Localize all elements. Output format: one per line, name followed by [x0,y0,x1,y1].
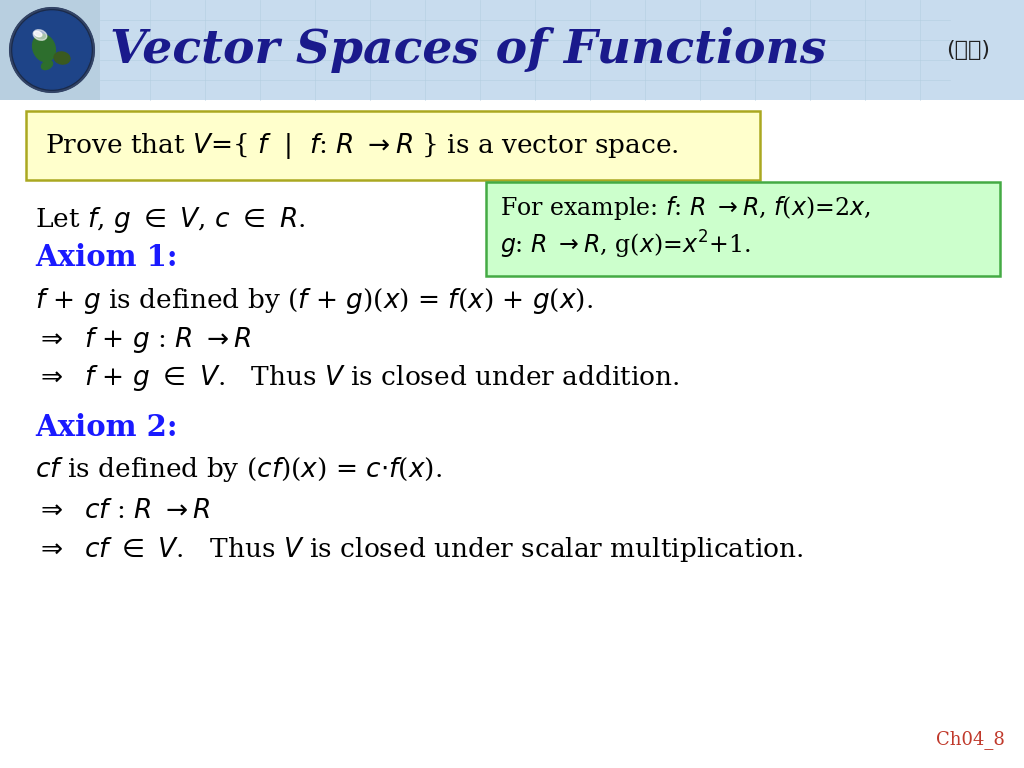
Text: $\Rightarrow$  $f$ + $g$ : $R$ $\rightarrow$$R$: $\Rightarrow$ $f$ + $g$ : $R$ $\rightarr… [35,325,252,355]
Circle shape [10,8,94,92]
Text: $cf$ is defined by ($cf$)($x$) = $c$$\cdot$$f$($x$).: $cf$ is defined by ($cf$)($x$) = $c$$\cd… [35,455,442,485]
FancyBboxPatch shape [26,111,760,180]
Ellipse shape [33,30,47,40]
Text: $g$: $R$ $\rightarrow$$R$, g($x$)=$x^2$+1.: $g$: $R$ $\rightarrow$$R$, g($x$)=$x^2$+… [500,229,751,261]
Polygon shape [100,0,1024,100]
Text: $\Rightarrow$  $cf$ $\in$ $V$.   Thus $V$ is closed under scalar multiplication.: $\Rightarrow$ $cf$ $\in$ $V$. Thus $V$ i… [35,535,804,564]
FancyBboxPatch shape [486,182,1000,276]
Text: Let $f$, $g$ $\in$ $V$, $c$ $\in$ $R$.: Let $f$, $g$ $\in$ $V$, $c$ $\in$ $R$. [35,205,305,235]
Text: For example: $f$: $R$ $\rightarrow$$R$, $f$($x$)=2$x$,: For example: $f$: $R$ $\rightarrow$$R$, … [500,194,870,222]
Text: Axiom 1:: Axiom 1: [35,243,177,273]
Text: Vector Spaces of Functions: Vector Spaces of Functions [110,27,826,73]
Text: (跳過): (跳過) [946,40,990,60]
Polygon shape [0,0,1024,100]
Text: $f$ + $g$ is defined by ($f$ + $g$)($x$) = $f$($x$) + $g$($x$).: $f$ + $g$ is defined by ($f$ + $g$)($x$)… [35,286,593,316]
Text: $\Rightarrow$  $f$ + $g$ $\in$ $V$.   Thus $V$ is closed under addition.: $\Rightarrow$ $f$ + $g$ $\in$ $V$. Thus … [35,363,680,393]
Text: Axiom 2:: Axiom 2: [35,413,177,442]
Ellipse shape [54,52,70,64]
Ellipse shape [41,61,52,70]
Text: $\Rightarrow$  $cf$ : $R$ $\rightarrow$$R$: $\Rightarrow$ $cf$ : $R$ $\rightarrow$$R… [35,498,211,522]
Circle shape [13,11,91,89]
Ellipse shape [33,35,55,61]
Text: Prove that $V$={ $f$  |  $f$: $R$ $\rightarrow$$R$ } is a vector space.: Prove that $V$={ $f$ | $f$: $R$ $\righta… [45,131,679,161]
Ellipse shape [34,31,42,37]
Text: Ch04_8: Ch04_8 [936,730,1005,750]
